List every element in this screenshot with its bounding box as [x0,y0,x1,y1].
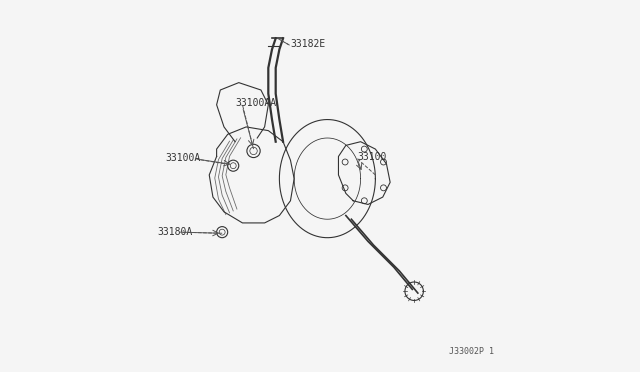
Text: 33182E: 33182E [291,39,326,49]
Text: 33100AA: 33100AA [235,98,276,108]
Text: 33100A: 33100A [165,153,200,163]
Text: 33100: 33100 [357,152,387,162]
Text: J33002P 1: J33002P 1 [449,347,493,356]
Text: 33180A: 33180A [157,227,193,237]
